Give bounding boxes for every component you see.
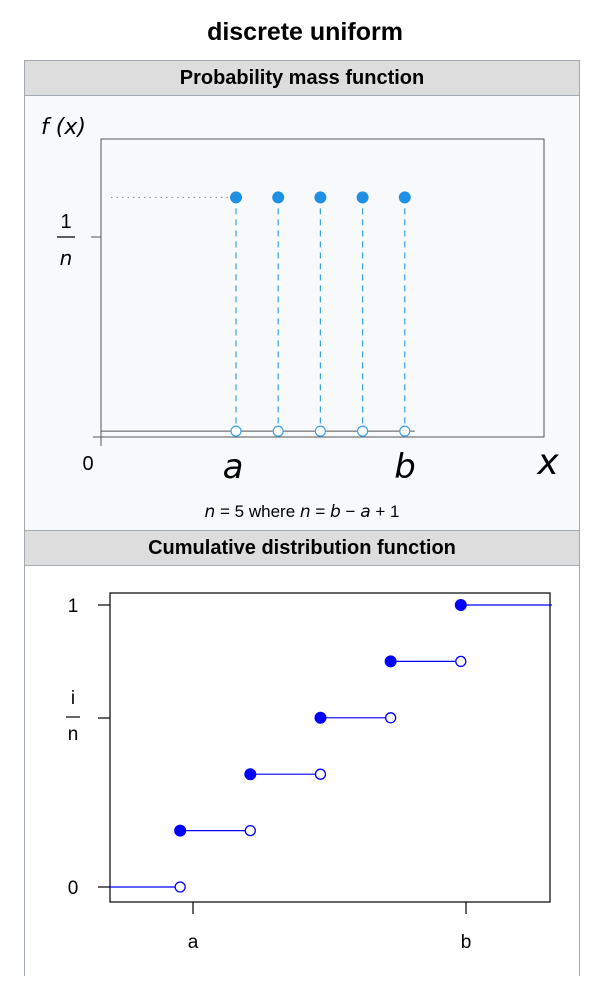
caption-a: a — [360, 502, 371, 522]
cdf-open-point — [455, 655, 467, 668]
cdf-ytick-zero: 0 — [68, 878, 79, 899]
caption-b: b — [330, 502, 341, 522]
caption-text3: − — [340, 502, 361, 521]
cdf-closed-point — [174, 824, 187, 837]
cdf-ytick-i: i — [71, 688, 75, 709]
caption-text1: = 5 where — [215, 502, 300, 521]
cdf-closed-point — [454, 599, 467, 611]
pmf-open-point — [356, 425, 369, 437]
page-title: discrete uniform — [207, 18, 403, 46]
cdf-open-point — [384, 712, 397, 724]
pmf-open-point — [272, 425, 284, 437]
cdf-section-header: Cumulative distribution function — [24, 530, 580, 566]
pmf-zero-label: 0 — [82, 453, 93, 475]
caption-text4: + 1 — [370, 502, 400, 521]
pmf-point — [272, 191, 285, 204]
pmf-ylabel-text: f (x) — [41, 115, 86, 140]
pmf-point — [314, 191, 327, 204]
pmf-chart: f (x) 1 n 0 a b x — [41, 115, 559, 487]
cdf-open-point — [244, 824, 256, 837]
pmf-xlabel: x — [536, 442, 559, 483]
cdf-ytick-one: 1 — [68, 596, 79, 617]
cdf-open-point — [314, 768, 327, 780]
cdf-xtick-b: b — [461, 932, 472, 953]
pmf-ytick-n: n — [60, 246, 73, 270]
pmf-xtick-b: b — [394, 447, 416, 487]
cdf-closed-point — [384, 655, 397, 668]
pmf-open-point — [314, 425, 326, 437]
cdf-xtick-a: a — [188, 932, 199, 953]
pmf-panel: f (x) 1 n 0 a b x n = 5 where n = b − a … — [25, 96, 579, 530]
pmf-plot-frame — [100, 138, 545, 438]
pmf-point — [356, 191, 369, 204]
pmf-open-point — [230, 425, 242, 437]
cdf-closed-point — [314, 711, 327, 724]
pmf-point — [398, 191, 411, 204]
cdf-marks — [110, 599, 552, 893]
pmf-ylabel: f (x) — [41, 115, 86, 140]
cdf-ytick-n: n — [68, 724, 79, 745]
pmf-xtick-a: a — [223, 447, 244, 487]
pmf-marks — [101, 191, 415, 437]
caption-n1: n — [204, 502, 216, 522]
pmf-section-header: Probability mass function — [24, 60, 580, 96]
pmf-ytick-one: 1 — [60, 211, 71, 233]
caption-text2: = — [310, 502, 331, 521]
cdf-chart: 1 i n 0 a b — [66, 592, 552, 953]
pmf-caption: n = 5 where n = b − a + 1 — [25, 502, 579, 522]
cdf-plot-frame — [109, 592, 551, 903]
caption-n2: n — [299, 502, 311, 522]
cdf-closed-point — [244, 768, 257, 781]
pmf-point — [230, 191, 243, 204]
cdf-open-point — [174, 881, 186, 893]
pmf-open-point — [399, 425, 411, 437]
cdf-panel: 1 i n 0 a b — [25, 566, 579, 976]
